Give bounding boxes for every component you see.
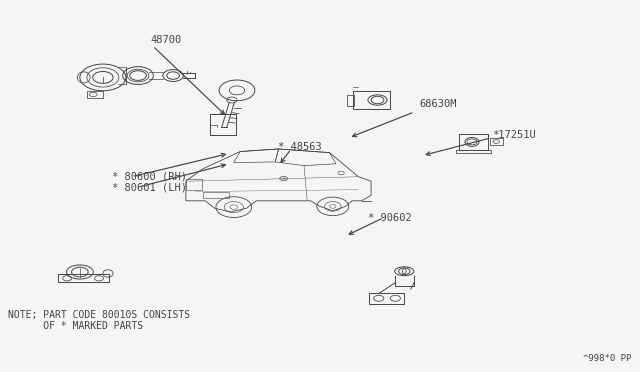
Text: NOTE; PART CODE 80010S CONSISTS: NOTE; PART CODE 80010S CONSISTS (8, 310, 191, 320)
Bar (347, 95, 355, 106)
Bar (369, 293, 404, 304)
Bar (490, 138, 502, 145)
Text: 48700: 48700 (151, 35, 182, 45)
Text: *17251U: *17251U (492, 130, 536, 140)
Text: * 90602: * 90602 (368, 212, 412, 222)
Bar (210, 115, 236, 135)
Bar (203, 192, 228, 198)
Bar (456, 150, 491, 153)
Text: * 48563: * 48563 (278, 142, 323, 152)
Bar (353, 91, 390, 109)
Text: * 80601 (LH): * 80601 (LH) (113, 182, 188, 192)
Text: ^998*0 PP: ^998*0 PP (583, 354, 632, 363)
Text: * 80600 (RH): * 80600 (RH) (113, 172, 188, 182)
Bar (186, 179, 202, 190)
Bar (460, 134, 488, 150)
Bar (87, 91, 103, 98)
Bar (58, 274, 109, 282)
Text: OF * MARKED PARTS: OF * MARKED PARTS (8, 321, 143, 331)
Text: 68630M: 68630M (419, 99, 456, 109)
